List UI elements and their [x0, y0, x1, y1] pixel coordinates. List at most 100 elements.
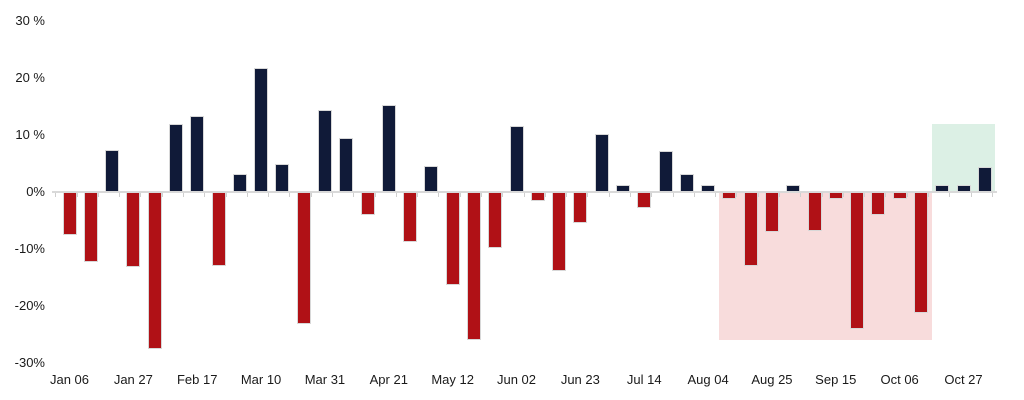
x-axis-label-aug-04: Aug 04 — [687, 372, 729, 387]
bar-jul-28 — [679, 173, 694, 192]
x-axis-label-jun-02: Jun 02 — [496, 372, 537, 387]
bar-nov-03 — [977, 166, 992, 192]
x-axis-tickmark — [417, 193, 419, 197]
bar-may-26 — [488, 192, 503, 248]
x-axis-label-jan-27: Jan 27 — [113, 372, 153, 387]
bar-feb-03 — [147, 192, 162, 349]
x-axis-tickmark — [587, 193, 589, 197]
bar-jun-09 — [530, 192, 545, 201]
bar-aug-25 — [764, 192, 779, 232]
bar-may-05 — [424, 165, 439, 192]
bar-may-12 — [445, 192, 460, 285]
x-axis-tickmark — [821, 193, 823, 197]
bar-sep-29 — [871, 192, 886, 215]
x-axis-label-may-12: May 12 — [431, 372, 474, 387]
bar-oct-13 — [913, 192, 928, 313]
bar-oct-20 — [935, 184, 950, 192]
bar-sep-22 — [850, 192, 865, 330]
bar-jan-27 — [126, 192, 141, 268]
x-axis-tickmark — [268, 193, 270, 197]
bar-mar-24 — [296, 192, 311, 325]
x-axis-tickmark — [672, 193, 674, 197]
x-axis-tickmark — [949, 193, 951, 197]
bar-apr-28 — [403, 192, 418, 243]
x-axis-label-jan-06: Jan 06 — [49, 372, 90, 387]
bar-mar-03 — [232, 173, 247, 192]
x-axis-tickmark — [736, 193, 738, 197]
x-axis-tickmark — [608, 193, 610, 197]
x-axis-label-jun-23: Jun 23 — [560, 372, 600, 387]
x-axis-tickmark — [906, 193, 908, 197]
x-axis-tickmark — [225, 193, 227, 197]
zero-axis-line — [52, 191, 997, 193]
bar-jun-16 — [552, 192, 567, 271]
x-axis-tickmark — [885, 193, 887, 197]
bar-mar-31 — [317, 110, 332, 192]
bar-jan-13 — [83, 192, 98, 263]
bar-oct-06 — [892, 192, 907, 199]
x-axis-label-sep-15: Sep 15 — [815, 372, 857, 387]
x-axis-tickmark — [629, 193, 631, 197]
bar-jan-06 — [62, 192, 77, 236]
y-axis-label--10pct: -10% — [14, 241, 45, 256]
x-axis-tickmark — [310, 193, 312, 197]
bar-jun-02 — [509, 126, 524, 192]
bar-feb-24 — [211, 192, 226, 266]
x-axis-tickmark — [374, 193, 376, 197]
x-axis-tickmark — [927, 193, 929, 197]
bar-jun-30 — [594, 134, 609, 192]
x-axis-tickmark — [438, 193, 440, 197]
x-axis-tickmark — [566, 193, 568, 197]
x-axis-tickmark — [864, 193, 866, 197]
x-axis-label-jul-14: Jul 14 — [626, 372, 662, 387]
x-axis-tickmark — [502, 193, 504, 197]
bar-sep-01 — [786, 185, 801, 192]
bar-oct-27 — [956, 184, 971, 192]
bar-feb-17 — [190, 115, 205, 192]
y-axis-label-10-pct: 10 % — [15, 127, 45, 142]
bar-apr-14 — [360, 192, 375, 215]
y-axis-label-0pct: 0% — [26, 184, 45, 199]
x-axis-tickmark — [182, 193, 184, 197]
x-axis-label-mar-31: Mar 31 — [304, 372, 346, 387]
bar-jul-14 — [637, 192, 652, 208]
x-axis-tickmark — [693, 193, 695, 197]
y-axis-label-30-pct: 30 % — [15, 13, 45, 28]
x-axis-tickmark — [459, 193, 461, 197]
x-axis-label-oct-06: Oct 06 — [880, 372, 919, 387]
x-axis-tickmark — [991, 193, 993, 197]
bar-jul-07 — [615, 185, 630, 192]
x-axis-tickmark — [140, 193, 142, 197]
bar-aug-11 — [722, 192, 737, 199]
x-axis-tickmark — [289, 193, 291, 197]
bar-mar-17 — [275, 163, 290, 192]
bar-mar-10 — [254, 67, 269, 192]
x-axis-tickmark — [544, 193, 546, 197]
x-axis-label-mar-10: Mar 10 — [240, 372, 282, 387]
x-axis-tickmark — [651, 193, 653, 197]
bar-jan-20 — [105, 149, 120, 192]
x-axis-tickmark — [353, 193, 355, 197]
x-axis-tickmark — [970, 193, 972, 197]
y-axis-label--20pct: -20% — [14, 298, 45, 313]
x-axis-tickmark — [55, 193, 57, 197]
x-axis-label-apr-21: Apr 21 — [369, 372, 408, 387]
bar-jun-23 — [573, 192, 588, 224]
x-axis-tickmark — [842, 193, 844, 197]
x-axis-tickmark — [480, 193, 482, 197]
x-axis-tickmark — [97, 193, 99, 197]
x-axis-tickmark — [800, 193, 802, 197]
x-axis-label-aug-25: Aug 25 — [751, 372, 793, 387]
bar-feb-10 — [168, 124, 183, 192]
x-axis-tickmark — [331, 193, 333, 197]
bar-jul-21 — [658, 150, 673, 192]
x-axis-tickmark — [161, 193, 163, 197]
x-axis-tickmark — [76, 193, 78, 197]
bar-sep-15 — [828, 192, 843, 199]
x-axis-tickmark — [246, 193, 248, 197]
x-axis-tickmark — [395, 193, 397, 197]
x-axis-label-oct-27: Oct 27 — [944, 372, 983, 387]
x-axis-tickmark — [715, 193, 717, 197]
bar-apr-21 — [381, 104, 396, 192]
